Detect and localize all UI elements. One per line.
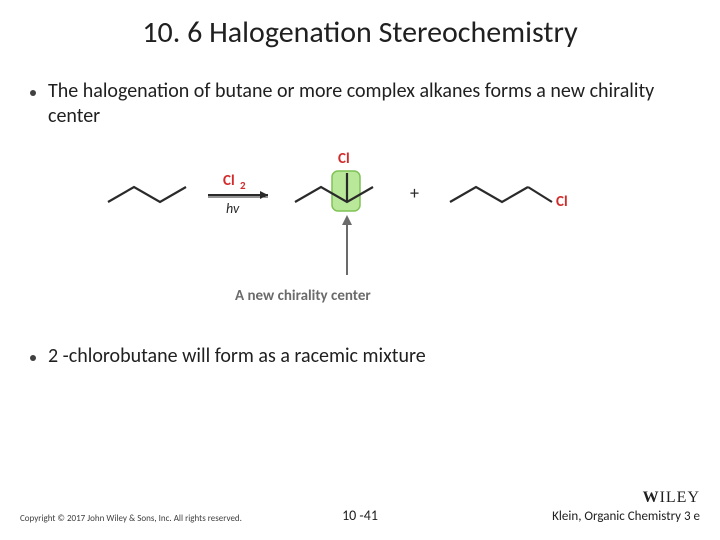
bullet-text-2: 2 -chlorobutane will form as a racemic m… xyxy=(48,344,426,369)
reagent-hv: hv xyxy=(226,200,240,217)
bullet-block-2: 2 -chlorobutane will form as a racemic m… xyxy=(0,322,720,369)
product2-cl-label: Cl xyxy=(556,193,568,211)
bullet-icon xyxy=(30,90,36,96)
footer-right: WILEY Klein, Organic Chemistry 3 e xyxy=(552,489,700,524)
bullet-row: 2 -chlorobutane will form as a racemic m… xyxy=(30,344,690,369)
wiley-logo: WILEY xyxy=(552,489,700,507)
page-number: 10 -41 xyxy=(342,507,378,524)
reaction-svg: Cl 2 hv Cl + Cl xyxy=(100,147,620,287)
plus-sign: + xyxy=(410,182,419,204)
chirality-caption: A new chirality center xyxy=(235,287,371,305)
book-reference: Klein, Organic Chemistry 3 e xyxy=(552,509,700,524)
reaction-diagram: Cl 2 hv Cl + Cl A new chirality center xyxy=(0,147,720,322)
copyright-text: Copyright © 2017 John Wiley & Sons, Inc.… xyxy=(20,513,242,524)
reagent-cl-label: Cl xyxy=(223,172,235,190)
bullet-row: The halogenation of butane or more compl… xyxy=(30,79,690,129)
reagent-cl-sub: 2 xyxy=(240,179,246,192)
slide-footer: Copyright © 2017 John Wiley & Sons, Inc.… xyxy=(0,489,720,524)
bullet-text-1: The halogenation of butane or more compl… xyxy=(48,79,690,129)
bullet-icon xyxy=(30,355,36,361)
product1-cl-label: Cl xyxy=(338,150,350,168)
slide-title: 10. 6 Halogenation Stereochemistry xyxy=(0,0,720,51)
bullet-block-1: The halogenation of butane or more compl… xyxy=(0,51,720,129)
